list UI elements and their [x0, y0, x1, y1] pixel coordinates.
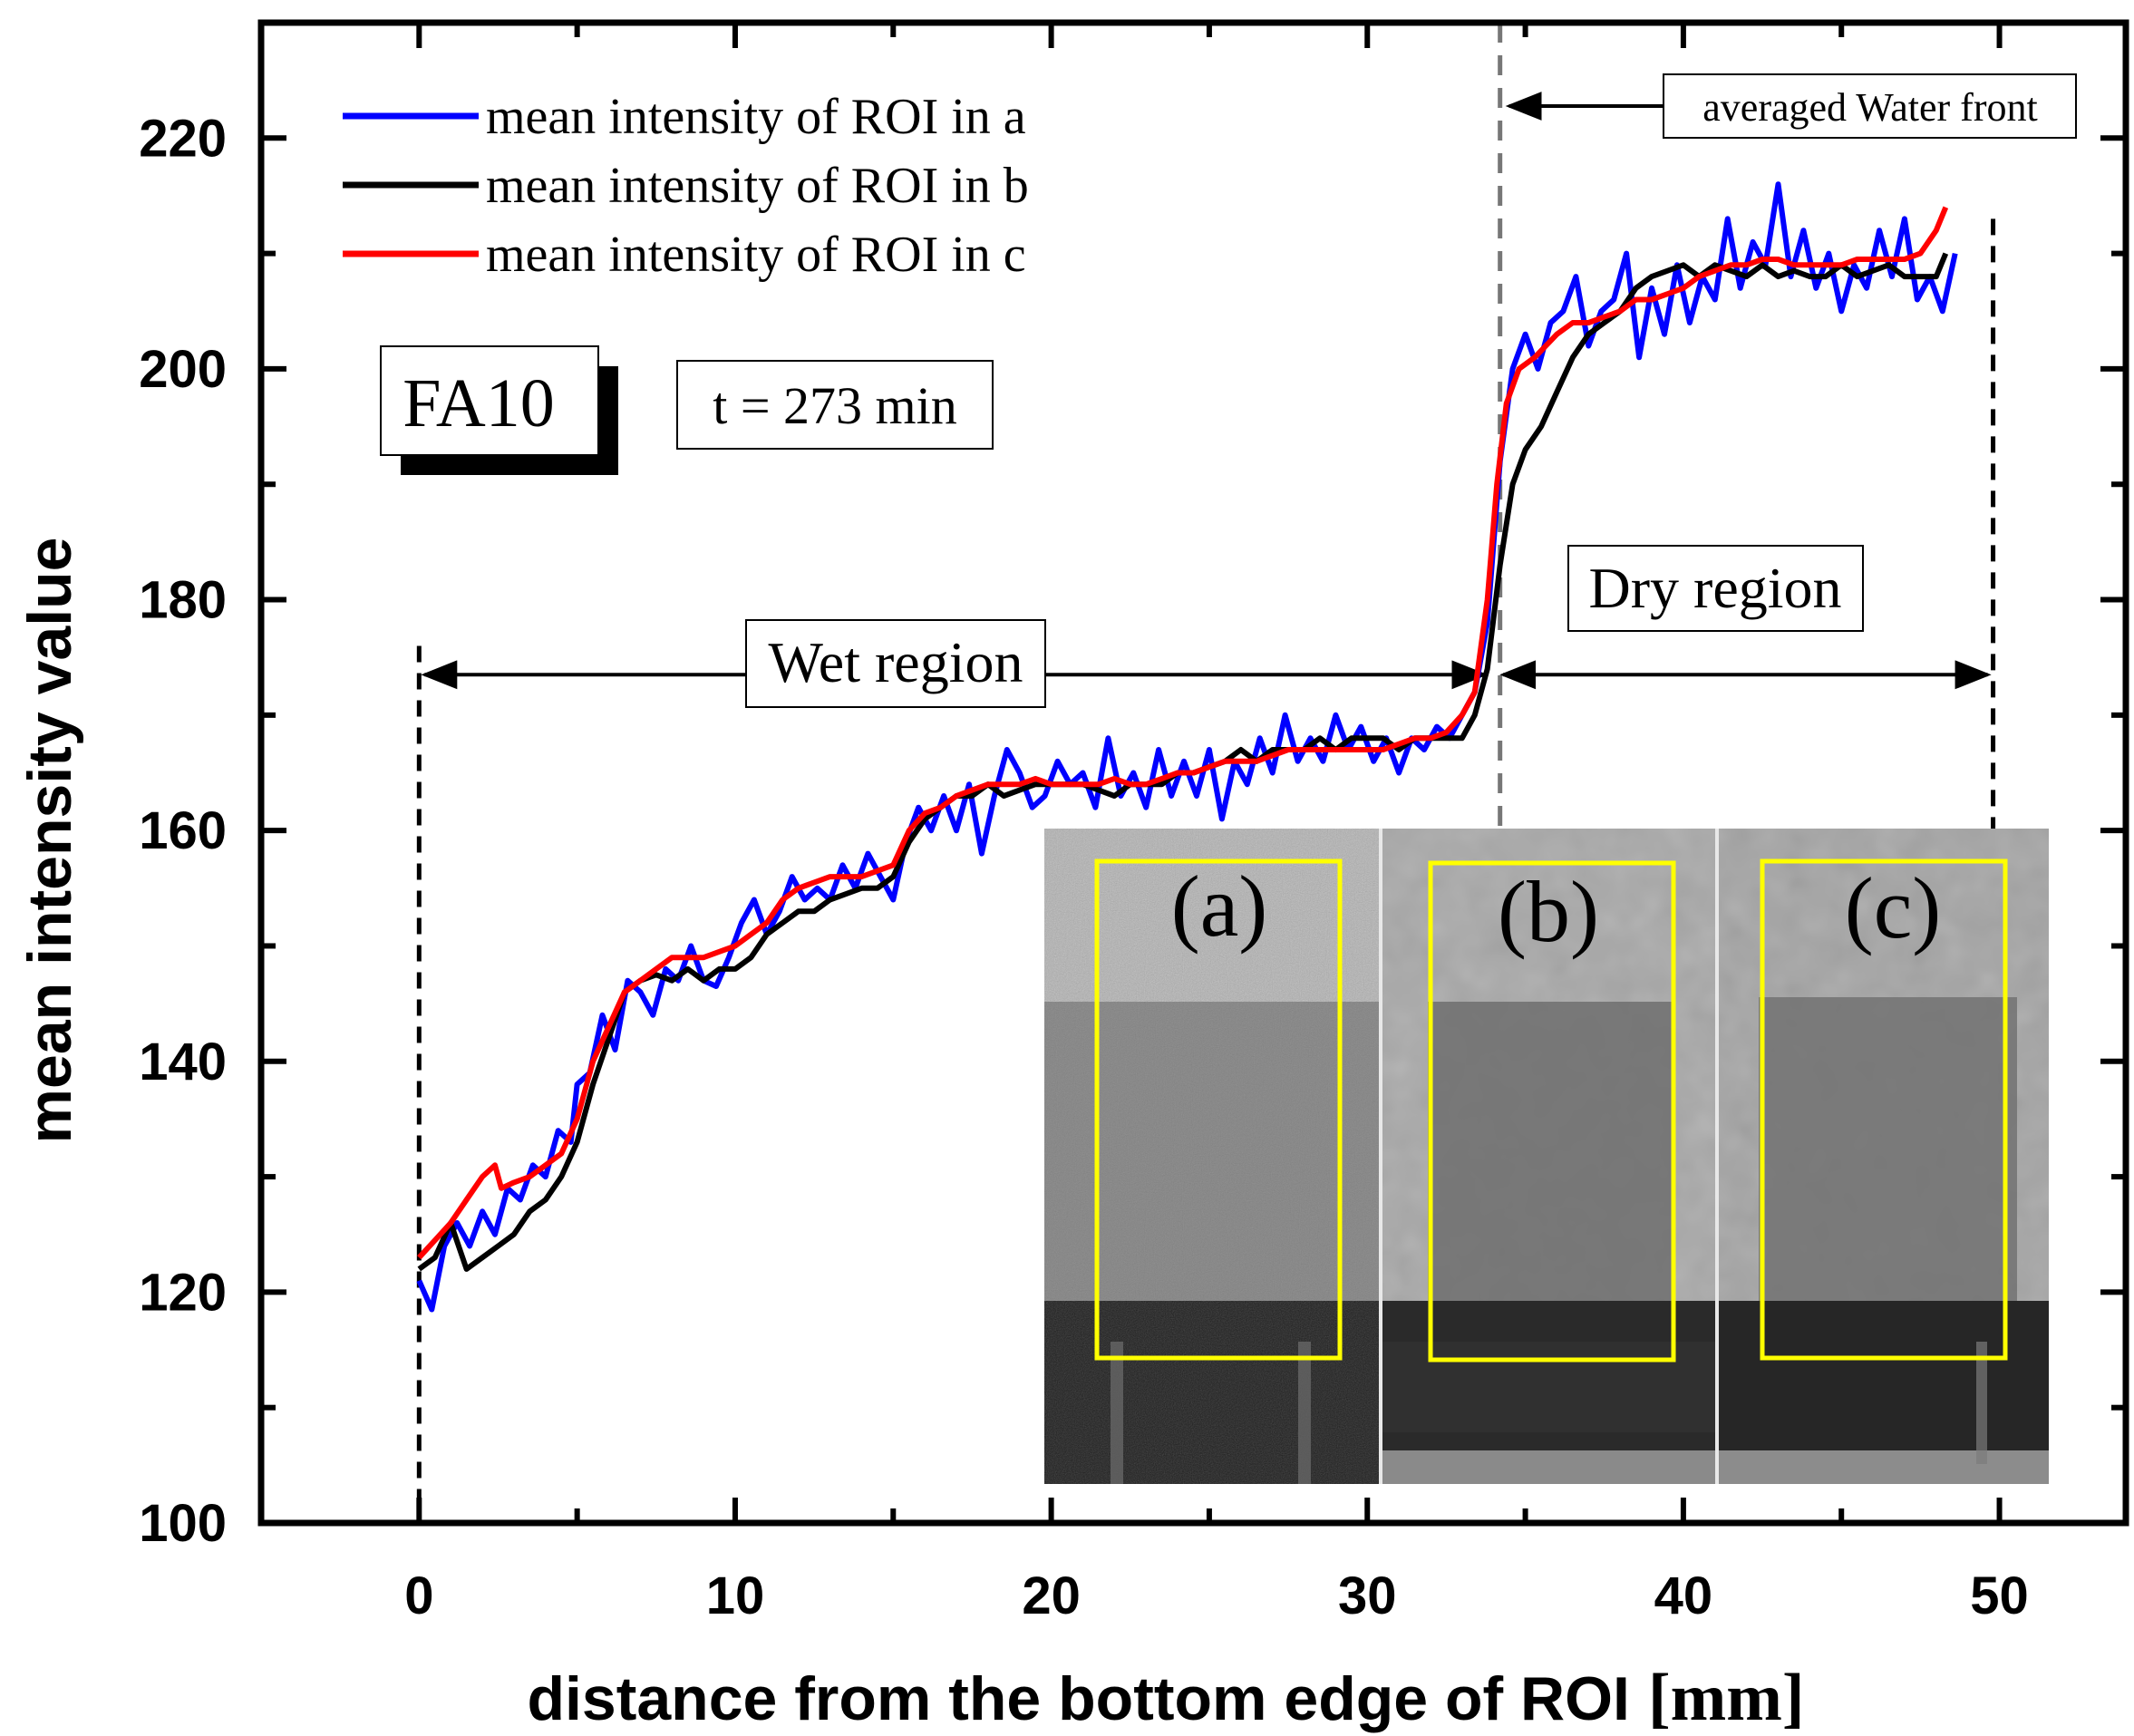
- y-tick-label: 100: [139, 1494, 227, 1553]
- sample-label-box: FA10: [380, 345, 618, 475]
- y-tick-label: 180: [139, 571, 227, 630]
- x-axis-title: distance from the bottom edge of ROI [mm…: [527, 1661, 1804, 1735]
- time-label: t = 273 min: [713, 376, 957, 435]
- y-axis-title: mean intensity value: [15, 538, 84, 1144]
- series-line-a: [416, 181, 1958, 1313]
- ticks: 0 10 20 30 40 50 100 120 140 160 180 200 220: [139, 20, 2126, 1625]
- inset-label-b: (b): [1498, 863, 1599, 960]
- legend-entry-a: mean intensity of ROI in a: [486, 89, 1026, 145]
- legend: mean intensity of ROI in a mean intensit…: [343, 89, 1029, 283]
- roi-box-b: [1428, 860, 1676, 1363]
- x-axis-unit: [mm]: [1648, 1661, 1805, 1735]
- dry-label-box: Dry region: [1567, 545, 1864, 632]
- axes: [257, 19, 2129, 1527]
- y-tick-label: 220: [139, 109, 227, 168]
- wet-label-box: Wet region: [745, 619, 1046, 708]
- x-tick-label: 10: [706, 1566, 765, 1625]
- time-label-box: t = 273 min: [676, 360, 994, 450]
- y-tick-label: 160: [139, 801, 227, 860]
- inset-label-c: (c): [1845, 859, 1942, 956]
- x-axis-label: distance from the bottom edge of ROI: [527, 1664, 1630, 1733]
- y-tick-label: 120: [139, 1263, 227, 1322]
- water-front-label: averaged Water front: [1702, 85, 2037, 130]
- legend-entry-b: mean intensity of ROI in b: [486, 158, 1029, 214]
- wet-label: Wet region: [769, 630, 1023, 694]
- water-front-label-box: averaged Water front: [1663, 73, 2077, 139]
- x-tick-label: 0: [404, 1566, 433, 1625]
- x-tick-label: 30: [1338, 1566, 1397, 1625]
- series-layer: [416, 181, 1958, 1313]
- sample-label: FA10: [403, 365, 555, 441]
- x-tick-label: 50: [1970, 1566, 2029, 1625]
- roi-box-a: [1094, 858, 1343, 1361]
- inset-image: (a) (b) (c): [1044, 829, 2049, 1484]
- y-tick-label: 140: [139, 1033, 227, 1091]
- inset-label-a: (a): [1171, 858, 1268, 955]
- plot-frame: [257, 19, 2129, 1527]
- series-line-c: [417, 206, 1949, 1260]
- y-tick-label: 200: [139, 340, 227, 399]
- x-tick-label: 40: [1654, 1566, 1713, 1625]
- x-tick-label: 20: [1022, 1566, 1081, 1625]
- roi-box-c: [1760, 858, 2008, 1361]
- dry-label: Dry region: [1588, 556, 1841, 620]
- legend-entry-c: mean intensity of ROI in c: [486, 227, 1026, 283]
